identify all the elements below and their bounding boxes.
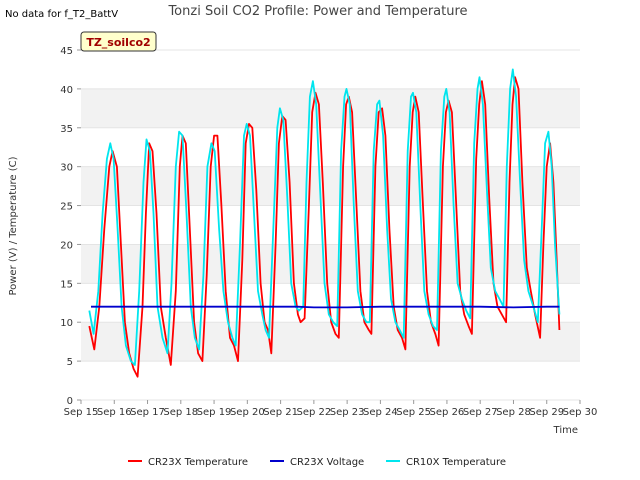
legend-label: CR10X Temperature [406,457,506,468]
grid-band [81,88,580,128]
y-tick-label: 30 [60,163,73,174]
legend: CR23X Temperature CR23X Voltage CR10X Temp… [128,457,506,468]
series-line-cr10x-temperature [88,68,561,366]
y-tick-label: 15 [60,279,73,290]
grid-band [81,244,580,284]
plot-background [81,49,580,401]
y-tick-label: 45 [60,46,73,57]
no-data-message: No data for f_T2_BattV [5,9,118,20]
y-tick-label: 10 [60,318,73,329]
grid-band [81,166,580,206]
x-tick-label: Sep 30 [563,407,598,418]
legend-label: CR23X Voltage [290,457,364,468]
x-axis-title: Time [553,425,578,436]
legend-label: CR23X Temperature [148,457,248,468]
x-tick-label: Sep 19 [197,407,232,418]
x-tick-label: Sep 15 [64,407,99,418]
y-axis-ticks: 0 5 10 15 20 25 30 35 40 45 [60,46,81,407]
x-tick-label: Sep 25 [396,407,431,418]
x-tick-label: Sep 22 [296,407,331,418]
site-badge: TZ_soilco2 [80,31,157,52]
y-tick-label: 40 [60,85,73,96]
x-tick-label: Sep 24 [363,407,398,418]
y-tick-label: 35 [60,124,73,135]
chart-title: Tonzi Soil CO2 Profile: Power and Temper… [167,4,467,19]
x-tick-label: Sep 17 [130,407,165,418]
y-tick-label: 0 [67,396,73,407]
x-tick-label: Sep 26 [430,407,465,418]
y-tick-label: 5 [67,357,73,368]
y-tick-label: 20 [60,240,73,251]
x-tick-label: Sep 28 [496,407,531,418]
y-axis-title: Power (V) / Temperature (C) [8,156,19,295]
x-tick-label: Sep 23 [330,407,365,418]
y-tick-label: 25 [60,202,73,213]
site-badge-label: TZ_soilco2 [86,36,150,49]
x-tick-label: Sep 16 [97,407,132,418]
x-tick-label: Sep 18 [163,407,198,418]
series-layer [88,68,561,378]
x-tick-label: Sep 20 [230,407,265,418]
x-tick-label: Sep 21 [263,407,298,418]
grid-band [81,322,580,362]
series-line-cr23x-voltage [91,305,560,309]
site-badge-box [80,31,157,52]
series-line-cr23x-temperature [88,76,561,378]
x-tick-label: Sep 29 [529,407,564,418]
x-tick-label: Sep 27 [463,407,498,418]
